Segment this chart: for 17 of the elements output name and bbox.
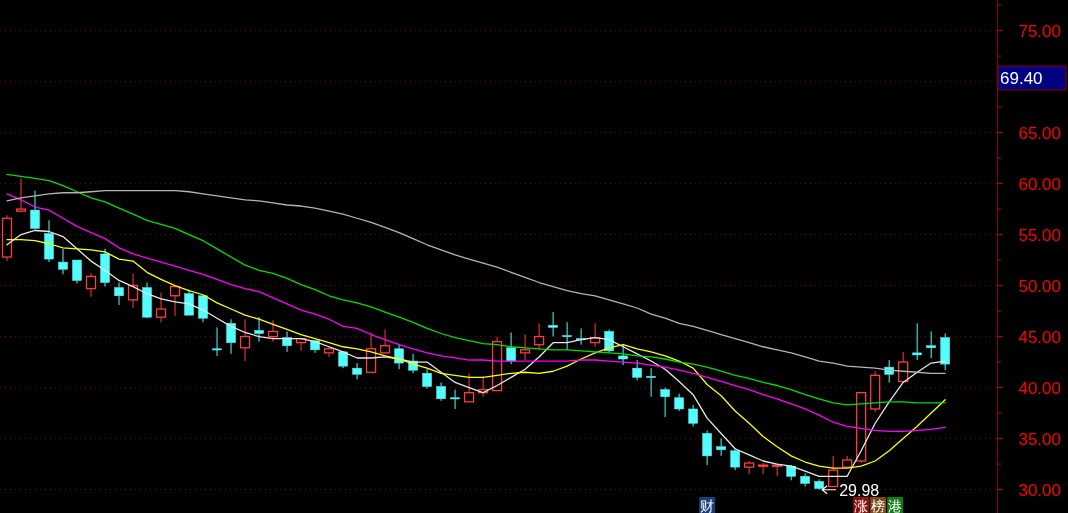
y-tick-label: 75.00	[1018, 21, 1061, 41]
y-tick-label: 30.00	[1018, 480, 1061, 500]
y-tick-label: 35.00	[1018, 429, 1061, 449]
y-tick-label: 60.00	[1018, 174, 1061, 194]
y-tick-label: 50.00	[1018, 276, 1061, 296]
annotation: 涨	[854, 498, 869, 513]
annotation: 榜	[871, 498, 886, 513]
annotation: 29.98	[839, 481, 880, 499]
annotation: 港	[888, 498, 903, 513]
line-series	[6, 193, 946, 433]
text: 69.40	[1000, 69, 1043, 88]
line-series	[6, 173, 946, 406]
y-tick-label: 45.00	[1018, 327, 1061, 347]
y-tick-label: 40.00	[1018, 378, 1061, 398]
annotation: 财	[700, 498, 715, 513]
y-tick-label: 55.00	[1018, 225, 1061, 245]
y-tick-label: 65.00	[1018, 123, 1061, 143]
